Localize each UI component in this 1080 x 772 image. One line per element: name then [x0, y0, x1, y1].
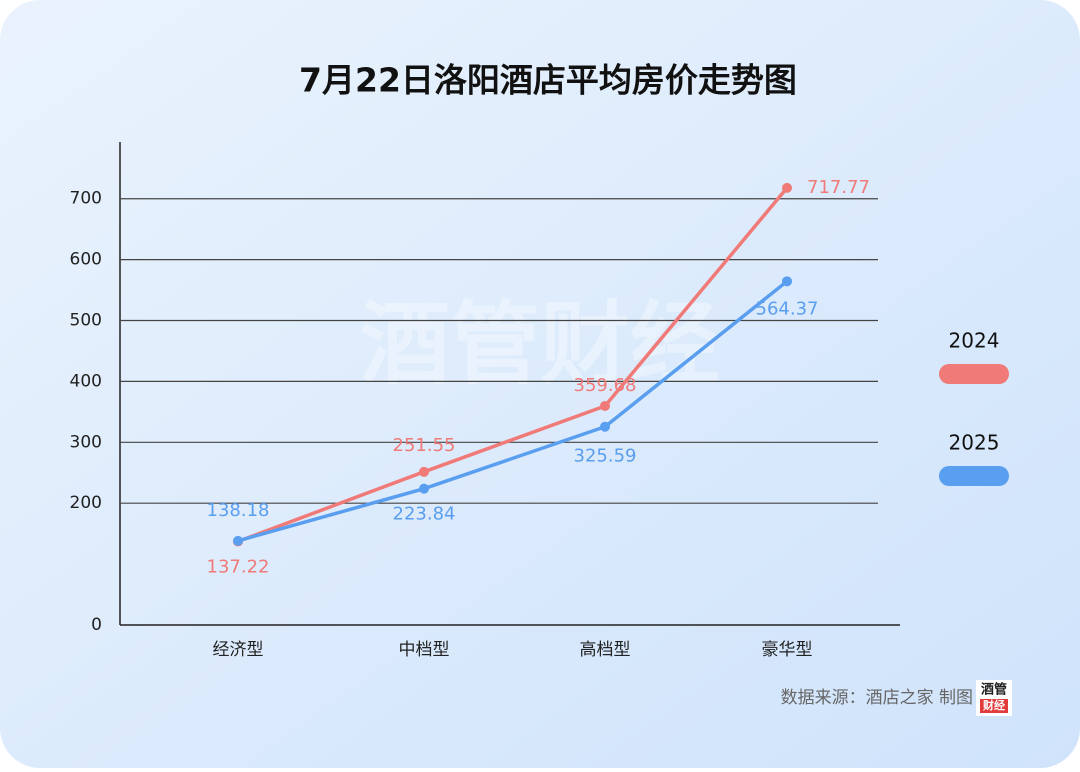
value-label: 325.59 — [574, 446, 637, 467]
y-tick-label: 600 — [70, 250, 102, 270]
value-label: 717.77 — [807, 177, 870, 198]
legend-label: 2024 — [949, 329, 1000, 353]
value-label: 564.37 — [756, 298, 819, 319]
legend-swatch — [939, 466, 1009, 486]
y-tick-label: 400 — [70, 371, 102, 391]
watermark: 酒管财经 — [360, 292, 720, 397]
y-tick-label: 0 — [91, 615, 102, 635]
value-label: 251.55 — [393, 435, 456, 456]
y-tick-label: 500 — [70, 311, 102, 331]
y-tick-label: 700 — [70, 189, 102, 209]
x-tick-label: 豪华型 — [762, 639, 813, 660]
y-tick-label: 200 — [70, 493, 102, 513]
series-line — [237, 279, 789, 543]
point — [600, 400, 610, 411]
point — [600, 421, 610, 432]
series-line — [237, 186, 789, 544]
value-label: 223.84 — [393, 504, 456, 525]
source: 数据来源：酒店之家 制图： — [781, 688, 990, 708]
value-label: 359.68 — [574, 375, 637, 396]
logo-text: 财经 — [982, 698, 1005, 712]
x-tick-label: 中档型 — [399, 640, 450, 660]
logo-band — [980, 699, 1008, 713]
logo-text: 酒管 — [981, 682, 1007, 698]
point — [782, 182, 792, 193]
point — [782, 276, 792, 287]
point — [419, 466, 429, 477]
value-label: 138.18 — [207, 500, 270, 521]
chart-title: 7月22日洛阳酒店平均房价走势图 — [299, 61, 797, 100]
x-tick-label: 经济型 — [213, 640, 264, 660]
legend-swatch — [939, 364, 1009, 384]
value-label: 137.22 — [207, 556, 270, 577]
y-tick-label: 300 — [70, 432, 102, 452]
x-tick-label: 高档型 — [580, 640, 631, 660]
legend-label: 2025 — [949, 431, 1000, 455]
point — [233, 535, 243, 546]
point — [419, 483, 429, 494]
